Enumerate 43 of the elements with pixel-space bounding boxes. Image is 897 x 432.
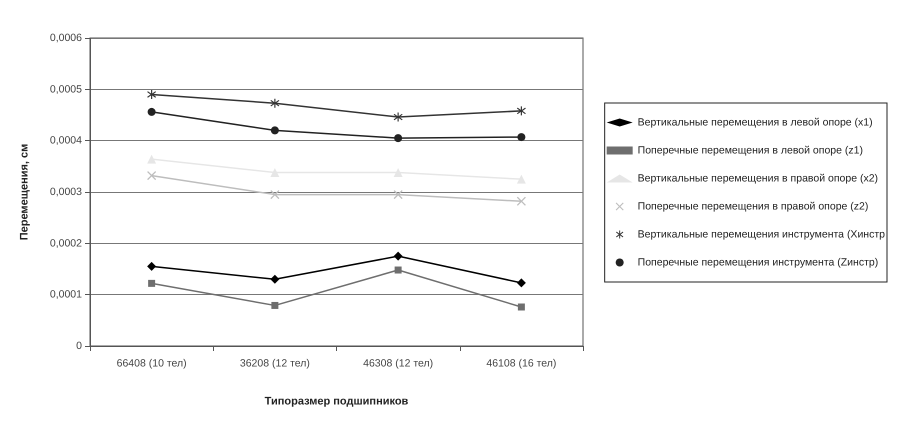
point [516,106,526,116]
point [516,174,526,184]
point [148,280,156,287]
point [147,171,156,180]
y-tick-label: 0,0002 [50,237,82,250]
legend-label: Поперечные перемещения в левой опоре (z1) [638,144,863,156]
x-axis-title: Типоразмер подшипников [264,396,409,408]
point [270,126,279,134]
y-axis-title: Перемещения, см [18,144,30,240]
point [394,266,402,274]
point [270,98,280,108]
legend-label: Поперечные перемещения в правой опоре (z2) [638,200,868,212]
point [270,190,280,200]
x-tick-label: 66408 (10 тел) [116,358,187,370]
legend-label: Вертикальные перемещения в левой опоре (x1) [638,116,873,128]
point [517,133,526,142]
point [394,112,403,122]
y-tick-label: 0 [76,340,82,352]
legend-label: Поперечные перемещения инструмента (Zинстр) [638,256,878,268]
point [271,302,278,309]
point [147,154,156,164]
x-tick-label: 46308 (12 тел) [363,358,434,370]
point [394,168,403,177]
y-tick-label: 0,0003 [50,186,82,198]
point [394,134,402,142]
point [270,168,280,177]
point [147,262,156,271]
y-tick-label: 0,0004 [50,134,82,147]
x-tick-label: 46108 (16 тел) [486,358,556,370]
point [518,303,525,310]
x-tick-label: 36208 (12 тел) [240,358,310,370]
point [394,252,403,261]
point [516,278,526,288]
y-tick-label: 0,0006 [50,32,82,44]
point [394,190,403,200]
point [270,274,280,284]
legend-label: Вертикальные перемещения инструмента (Xинстр [638,228,886,240]
point [148,108,156,116]
y-tick-label: 0,0001 [50,288,82,301]
point [147,90,156,99]
y-tick-label: 0,0005 [50,83,82,96]
legend-label: Вертикальные перемещения в правой опоре (x2) [638,172,878,184]
point [516,196,526,206]
